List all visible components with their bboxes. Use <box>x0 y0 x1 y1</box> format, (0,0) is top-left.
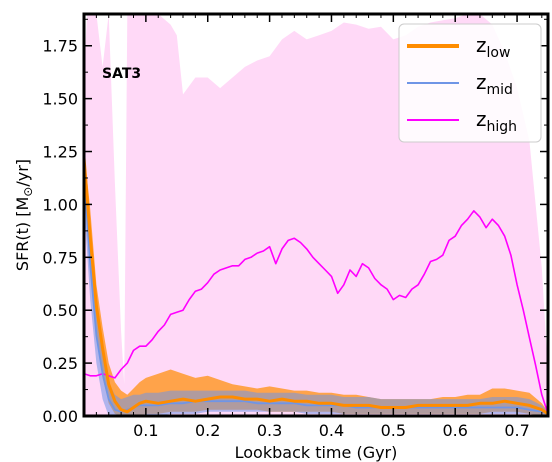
y-tick-label: 0.75 <box>42 248 78 267</box>
band-z-low <box>84 149 548 416</box>
plot-frame <box>82 12 550 418</box>
legend-label-z-low: zlow <box>476 33 510 61</box>
y-tick-label: 0.00 <box>42 407 78 426</box>
x-tick-label: 0.6 <box>442 421 467 440</box>
x-tick-label: 0.5 <box>381 421 406 440</box>
y-tick-label: 0.50 <box>42 301 78 320</box>
y-axis-label: SFR(t) [M⊙/yr] <box>13 159 35 271</box>
series-lines <box>84 157 548 416</box>
x-axis-label: Lookback time (Gyr) <box>235 443 398 462</box>
y-tick-label: 1.25 <box>42 143 78 162</box>
legend-box <box>398 23 542 143</box>
x-tick-label: 0.4 <box>319 421 344 440</box>
legend-label-z-high: zhigh <box>476 107 517 135</box>
legend: zlow zmid zhigh <box>398 23 542 143</box>
legend-label-z-mid: zmid <box>476 70 513 98</box>
x-tick-label: 0.1 <box>133 421 158 440</box>
y-tick-label: 1.00 <box>42 195 78 214</box>
axis-ticks: 0.1 0.2 0.3 0.4 0.5 0.6 0.7 0.00 0.25 0.50 0.75 1.0… <box>42 14 548 440</box>
x-tick-label: 0.3 <box>257 421 282 440</box>
y-tick-label: 0.25 <box>42 354 78 373</box>
x-tick-label: 0.2 <box>195 421 220 440</box>
chart-annotation: SAT3 <box>102 66 141 82</box>
line-z-high <box>84 210 548 415</box>
x-tick-label: 0.7 <box>504 421 529 440</box>
line-z-low <box>84 157 548 416</box>
y-tick-label: 1.50 <box>42 90 78 109</box>
y-tick-label: 1.75 <box>42 37 78 56</box>
